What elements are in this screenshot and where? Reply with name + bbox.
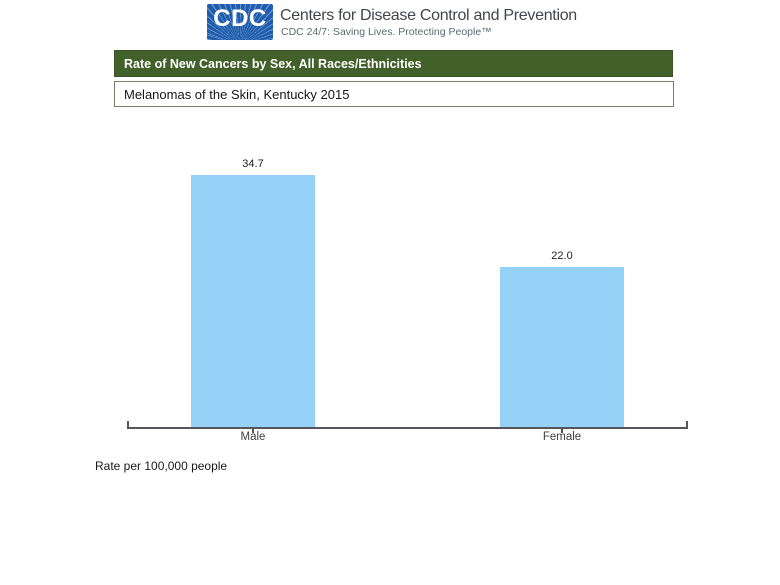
category-label-male: Male [240, 431, 266, 443]
chart-title: Rate of New Cancers by Sex, All Races/Et… [124, 56, 422, 71]
x-axis-right-end-tick [686, 421, 688, 428]
chart-subtitle: Melanomas of the Skin, Kentucky 2015 [124, 86, 350, 102]
site-title: Centers for Disease Control and Preventi… [280, 7, 577, 24]
cdc-logo-text: CDC [213, 5, 267, 32]
bar-group-female: 22.0 [500, 127, 624, 427]
bar-group-male: 34.7 [191, 127, 315, 427]
axis-unit-note: Rate per 100,000 people [95, 459, 228, 473]
bar-female [500, 267, 624, 427]
x-axis-line [127, 427, 688, 429]
x-axis-tick-male [252, 428, 254, 433]
chart-title-banner: Rate of New Cancers by Sex, All Races/Et… [114, 50, 673, 77]
site-tagline: CDC 24/7: Saving Lives. Protecting Peopl… [281, 26, 492, 38]
cdc-logo: CDC [207, 4, 273, 40]
bar-male [191, 175, 315, 427]
category-label-female: Female [542, 431, 582, 443]
bar-value-label-male: 34.7 [242, 158, 264, 170]
x-axis-tick-female [561, 428, 563, 433]
x-axis-left-end-tick [127, 421, 129, 428]
bar-value-label-female: 22.0 [551, 250, 573, 262]
chart-subtitle-box: Melanomas of the Skin, Kentucky 2015 [114, 81, 674, 107]
